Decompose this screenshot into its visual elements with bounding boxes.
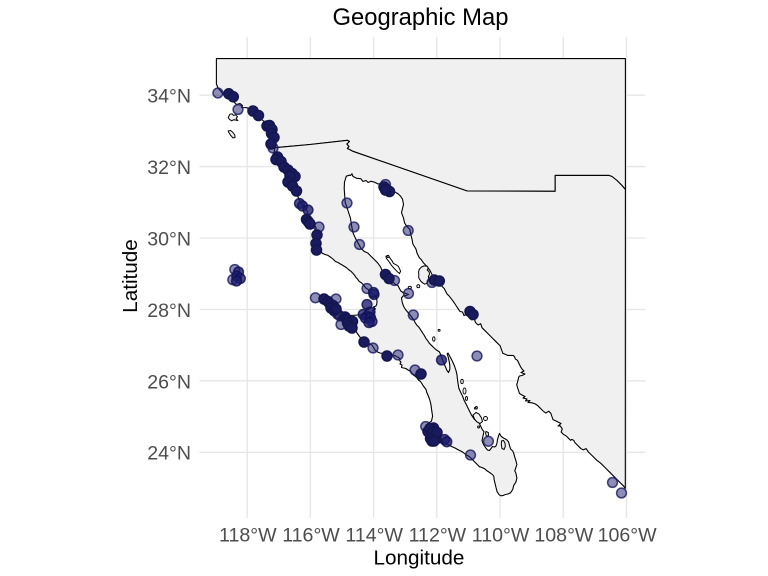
svg-text:108°W: 108°W (534, 525, 594, 547)
svg-text:114°W: 114°W (345, 525, 403, 547)
svg-text:Longitude: Longitude (373, 547, 464, 570)
svg-text:106°W: 106°W (598, 525, 658, 547)
svg-text:Geographic Map: Geographic Map (333, 4, 509, 31)
svg-text:30°N: 30°N (147, 228, 191, 250)
svg-text:118°W: 118°W (219, 525, 277, 547)
svg-text:32°N: 32°N (147, 157, 191, 179)
svg-text:28°N: 28°N (147, 300, 191, 322)
svg-text:34°N: 34°N (147, 86, 191, 108)
svg-text:112°W: 112°W (409, 525, 467, 547)
svg-text:24°N: 24°N (147, 443, 191, 465)
svg-text:110°W: 110°W (472, 525, 530, 547)
svg-text:26°N: 26°N (147, 371, 191, 393)
svg-text:Latitude: Latitude (119, 239, 142, 313)
svg-text:116°W: 116°W (282, 525, 340, 547)
